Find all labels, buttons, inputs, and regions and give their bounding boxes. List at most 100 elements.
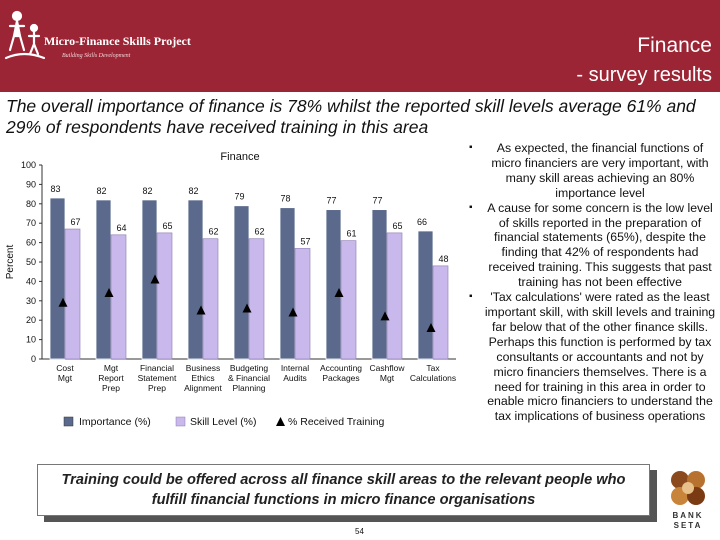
- legend-label-skill: Skill Level (%): [190, 416, 257, 428]
- training-marker: [380, 311, 390, 321]
- category-label: Prep: [148, 383, 166, 393]
- category-label: Cashflow: [370, 363, 406, 373]
- skill-level-bar: [294, 248, 311, 360]
- category-label: Financial: [140, 363, 174, 373]
- training-marker: [150, 274, 160, 284]
- y-tick-label: 50: [26, 257, 36, 267]
- importance-bar: [233, 205, 250, 360]
- skill-level-bar: [248, 238, 265, 360]
- training-marker: [288, 307, 298, 317]
- importance-bar: [95, 199, 112, 360]
- y-axis-label: Percent: [5, 245, 16, 280]
- category-label: Report: [98, 373, 124, 383]
- category-label: Cost: [56, 363, 74, 373]
- legend-swatch-importance: [63, 416, 74, 427]
- importance-label: 77: [326, 196, 336, 206]
- skill-level-bar: [64, 228, 81, 360]
- skill-level-label: 64: [116, 223, 126, 233]
- headline: The overall importance of finance is 78%…: [6, 96, 696, 137]
- y-tick-label: 40: [26, 276, 36, 286]
- importance-bar: [279, 207, 296, 360]
- chart-title: Finance: [220, 151, 259, 163]
- bank-seta-logo: BANK SETA: [662, 468, 714, 536]
- skill-level-label: 48: [438, 254, 448, 264]
- importance-bar: [417, 230, 434, 360]
- skill-level-bar: [156, 232, 173, 360]
- y-tick-label: 10: [26, 335, 36, 345]
- skill-level-label: 62: [208, 227, 218, 237]
- category-label: Tax: [426, 363, 440, 373]
- importance-label: 77: [372, 196, 382, 206]
- training-marker: [58, 297, 68, 307]
- skill-level-bar: [202, 238, 219, 360]
- skill-level-label: 65: [392, 221, 402, 231]
- bullet-item: 'Tax calculations' were rated as the lea…: [464, 290, 716, 424]
- header-banner: Micro-Finance Skills Project Building Sk…: [0, 0, 720, 92]
- y-tick-label: 70: [26, 218, 36, 228]
- legend-label-training: % Received Training: [288, 416, 384, 428]
- category-label: Mgt: [58, 373, 73, 383]
- category-label: Mgt: [104, 363, 119, 373]
- extra-data-label: 66: [417, 217, 427, 227]
- bullet-list: As expected, the financial functions of …: [464, 141, 716, 424]
- importance-bar: [187, 199, 204, 360]
- callout-box: Training could be offered across all fin…: [37, 464, 650, 516]
- y-tick-label: 30: [26, 296, 36, 306]
- importance-bar: [49, 197, 66, 360]
- importance-bar: [325, 209, 342, 360]
- slide-subtitle: - survey results: [576, 64, 712, 86]
- bank-logo-text: BANK SETA: [672, 511, 703, 530]
- skill-level-bar: [432, 265, 449, 360]
- skill-level-label: 62: [254, 227, 264, 237]
- category-label: Prep: [102, 383, 120, 393]
- category-label: Accounting: [320, 363, 362, 373]
- training-marker: [242, 303, 252, 313]
- category-label: & Financial: [228, 373, 270, 383]
- importance-label: 82: [188, 186, 198, 196]
- y-tick-label: 100: [21, 160, 36, 170]
- y-tick-label: 90: [26, 179, 36, 189]
- page-number: 54: [355, 527, 364, 536]
- category-label: Ethics: [191, 373, 214, 383]
- importance-bar: [371, 209, 388, 360]
- skill-level-label: 65: [162, 221, 172, 231]
- y-tick-label: 20: [26, 315, 36, 325]
- importance-label: 82: [96, 186, 106, 196]
- skill-level-label: 67: [70, 217, 80, 227]
- training-marker: [104, 288, 114, 298]
- logo-subtitle: Building Skills Development: [62, 53, 131, 59]
- logo-text: Micro-Finance Skills Project: [44, 34, 191, 48]
- importance-label: 83: [50, 184, 60, 194]
- importance-label: 79: [234, 192, 244, 202]
- category-label: Audits: [283, 373, 307, 383]
- training-marker: [196, 305, 206, 315]
- micro-finance-logo: [4, 10, 46, 60]
- legend-marker-training: [276, 417, 285, 426]
- category-label: Packages: [322, 373, 359, 383]
- category-label: Calculations: [410, 373, 456, 383]
- bullet-item: As expected, the financial functions of …: [464, 141, 716, 201]
- training-marker: [334, 288, 344, 298]
- skill-level-bar: [340, 240, 357, 360]
- training-marker: [426, 322, 436, 332]
- bullet-item: A cause for some concern is the low leve…: [464, 201, 716, 290]
- category-label: Alignment: [184, 383, 222, 393]
- slide-title: Finance: [637, 34, 712, 57]
- category-label: Budgeting: [230, 363, 269, 373]
- skill-level-label: 57: [300, 236, 310, 246]
- legend-label-importance: Importance (%): [79, 416, 151, 428]
- category-label: Business: [186, 363, 221, 373]
- importance-label: 82: [142, 186, 152, 196]
- y-tick-label: 80: [26, 199, 36, 209]
- category-label: Mgt: [380, 373, 395, 383]
- category-label: Internal: [281, 363, 309, 373]
- y-tick-label: 0: [31, 354, 36, 364]
- category-label: Planning: [232, 383, 265, 393]
- y-tick-label: 60: [26, 238, 36, 248]
- importance-label: 78: [280, 194, 290, 204]
- category-label: Statement: [138, 373, 177, 383]
- skill-level-label: 61: [346, 229, 356, 239]
- finance-chart: Finance Percent 0 10 20 30 40 50 60 70 80 90 100 83 67…: [5, 151, 456, 428]
- legend-swatch-skill: [175, 416, 186, 427]
- skill-level-bar: [386, 232, 403, 360]
